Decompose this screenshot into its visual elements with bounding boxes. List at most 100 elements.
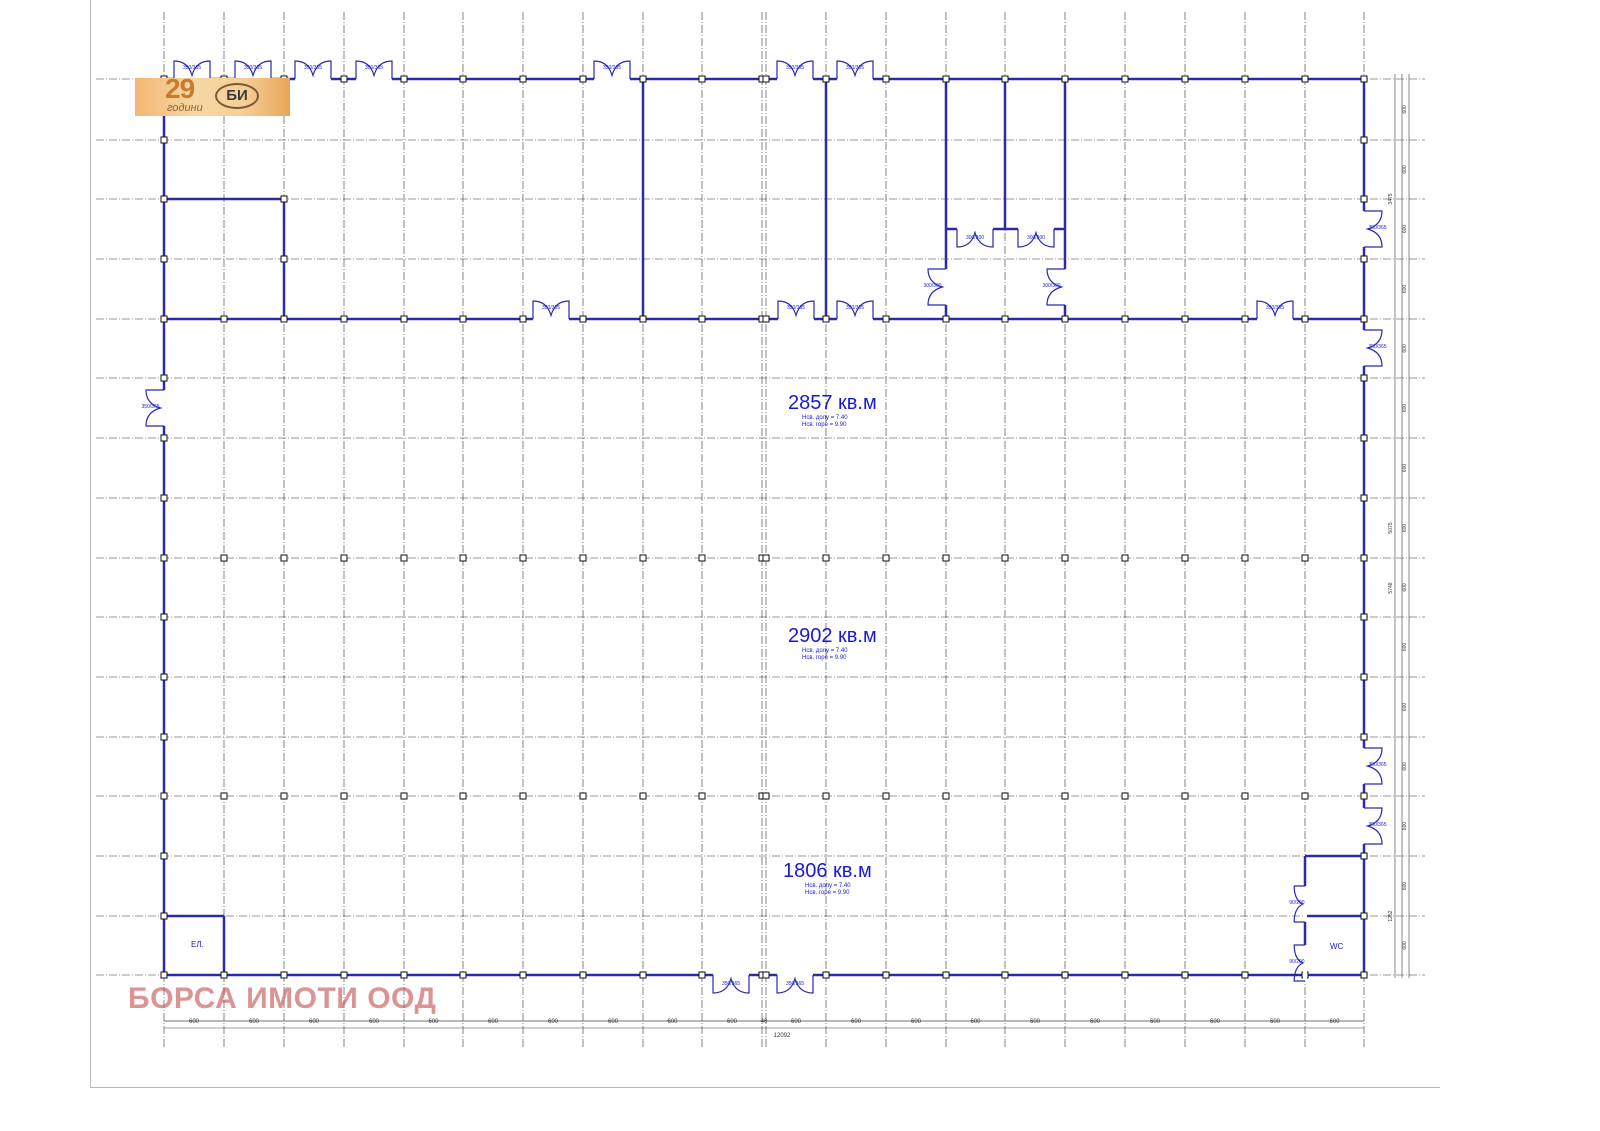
column	[400, 315, 408, 323]
column	[160, 374, 168, 382]
dimension-label: 600	[911, 1019, 922, 1025]
column	[1360, 613, 1368, 621]
door-label: 350/365	[183, 65, 201, 71]
dimension-label-vertical: 600	[1402, 822, 1408, 831]
column	[1241, 792, 1249, 800]
column	[942, 792, 950, 800]
column	[459, 971, 467, 979]
dimension-total-vertical: 1252	[1388, 910, 1394, 921]
column	[1001, 792, 1009, 800]
column	[1121, 971, 1129, 979]
column	[1241, 75, 1249, 83]
room-elevator: ЕЛ.	[191, 940, 204, 949]
dimension-label: 600	[309, 1019, 320, 1025]
column	[822, 792, 830, 800]
column	[698, 971, 706, 979]
column	[639, 971, 647, 979]
door-icon	[234, 60, 272, 79]
column	[400, 75, 408, 83]
column	[639, 554, 647, 562]
door-label: 350/365	[141, 404, 159, 410]
door-icon	[836, 300, 874, 319]
column	[160, 733, 168, 741]
column	[160, 554, 168, 562]
frame-bottom	[90, 1087, 1440, 1088]
door-label: 350/365	[1368, 762, 1386, 768]
area-label-north: 2857 кв.м Нсв. долу = 7.40 Нсв. горе = 9…	[788, 392, 877, 429]
column	[220, 971, 228, 979]
column	[1121, 75, 1129, 83]
door-label: 350/365	[846, 65, 864, 71]
column	[340, 315, 348, 323]
column	[160, 195, 168, 203]
dimension-label: 600	[548, 1019, 559, 1025]
dimension-label-vertical: 600	[1402, 643, 1408, 652]
column	[1181, 792, 1189, 800]
door-label: 350/365	[787, 305, 805, 311]
logo-number: 29	[165, 78, 195, 104]
height-low: Нсв. долу = 7.40	[805, 883, 851, 889]
column	[942, 75, 950, 83]
dimension-label-vertical: 600	[1402, 941, 1408, 950]
column	[822, 75, 830, 83]
column	[1301, 315, 1309, 323]
door-icon	[1046, 268, 1065, 306]
column	[639, 792, 647, 800]
dimension-label: 600	[488, 1019, 499, 1025]
column	[1241, 315, 1249, 323]
area-value: 2857 кв.м	[788, 392, 877, 414]
dimension-label: 600	[667, 1019, 678, 1025]
height-high: Нсв. горе = 9.90	[802, 655, 847, 661]
column	[579, 554, 587, 562]
column	[519, 75, 527, 83]
column	[519, 971, 527, 979]
door-icon	[1293, 885, 1305, 923]
door-label: 300/300	[1042, 283, 1060, 289]
door-label: 300/300	[966, 235, 984, 241]
column	[1001, 75, 1009, 83]
dimension-label: 600	[428, 1019, 439, 1025]
column	[280, 195, 288, 203]
dimension-label-vertical: 600	[1402, 105, 1408, 114]
company-logo: 29 години БИ	[135, 78, 290, 116]
dimension-label-vertical: 600	[1402, 882, 1408, 891]
dimension-label: 600	[970, 1019, 981, 1025]
column	[459, 315, 467, 323]
dimension-label: 600	[851, 1019, 862, 1025]
column	[698, 792, 706, 800]
area-label-south: 1806 кв.м Нсв. долу = 7.40 Нсв. горе = 9…	[783, 860, 872, 897]
dimension-label: 600	[1030, 1019, 1041, 1025]
column	[762, 75, 770, 83]
column	[1061, 75, 1069, 83]
door-icon	[712, 975, 750, 994]
height-high: Нсв. горе = 9.90	[802, 422, 847, 428]
dimension-label: 600	[1090, 1019, 1101, 1025]
column	[882, 554, 890, 562]
column	[1360, 195, 1368, 203]
column	[579, 971, 587, 979]
column	[160, 971, 168, 979]
column	[762, 971, 770, 979]
door-icon	[927, 268, 946, 306]
column	[762, 792, 770, 800]
column	[579, 75, 587, 83]
dimension-label: 600	[1210, 1019, 1221, 1025]
dimension-label-vertical: 600	[1402, 165, 1408, 174]
dimension-label: 600	[1270, 1019, 1281, 1025]
column	[1001, 971, 1009, 979]
dimension-label-vertical: 600	[1402, 404, 1408, 413]
column	[160, 494, 168, 502]
column	[280, 554, 288, 562]
door-icon	[776, 60, 814, 79]
column	[1301, 554, 1309, 562]
door-icon	[1256, 300, 1294, 319]
column	[1181, 315, 1189, 323]
column	[1001, 554, 1009, 562]
logo-monogram: БИ	[215, 83, 259, 109]
column	[340, 75, 348, 83]
column	[882, 792, 890, 800]
door-icon	[173, 60, 211, 79]
dimension-label-vertical: 600	[1402, 583, 1408, 592]
door-label: 350/365	[1368, 225, 1386, 231]
door-label: 350/365	[304, 65, 322, 71]
